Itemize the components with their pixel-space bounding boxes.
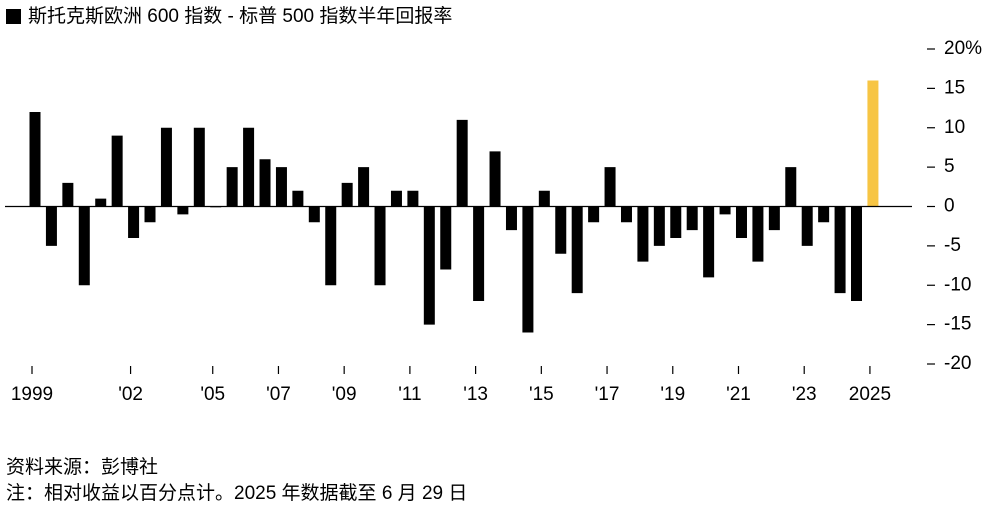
y-tick-label: -15 [944, 314, 971, 335]
bar [834, 206, 846, 294]
bar [620, 206, 632, 223]
y-tick-label: 10 [944, 117, 965, 138]
bar [719, 206, 731, 215]
x-tick-label: '15 [529, 384, 554, 405]
bar [538, 190, 550, 207]
bar [588, 206, 600, 223]
bar [571, 206, 583, 294]
y-tick-label: -20 [944, 353, 971, 374]
bar [78, 206, 90, 286]
bar [473, 206, 485, 301]
bar [308, 206, 320, 223]
bar [144, 206, 156, 223]
bar [686, 206, 698, 231]
x-tick-label: '23 [792, 384, 817, 405]
bar [637, 206, 649, 262]
y-tick-label: -5 [944, 235, 961, 256]
bar [325, 206, 337, 286]
y-tick-label: 15 [944, 77, 965, 98]
bar [670, 206, 682, 238]
title-marker [6, 9, 21, 24]
bar [193, 127, 205, 207]
bar [489, 151, 501, 207]
y-tick-label: -10 [944, 274, 971, 295]
bar [768, 206, 780, 231]
bar [226, 167, 238, 207]
bar [407, 190, 419, 207]
note: 注：相对收益以百分点计。2025 年数据截至 6 月 29 日 [6, 482, 467, 504]
bar [292, 190, 304, 207]
bar [867, 80, 879, 207]
bar [851, 206, 862, 301]
x-tick-label: '05 [200, 384, 225, 405]
bar [45, 206, 57, 246]
x-tick-label: '11 [398, 384, 421, 405]
y-tick-label: 5 [944, 156, 955, 177]
bar [456, 119, 468, 207]
bar [111, 135, 123, 207]
bar [522, 206, 534, 333]
bar [62, 182, 74, 207]
bar [752, 206, 764, 262]
bar [555, 206, 567, 254]
bar [259, 159, 271, 207]
x-tick-label: '13 [463, 384, 488, 405]
x-tick-label: '02 [118, 384, 143, 405]
bar [160, 127, 172, 207]
source: 资料来源：彭博社 [6, 456, 158, 478]
bar [275, 167, 287, 207]
bar [177, 206, 189, 215]
bar [390, 190, 402, 207]
bar [785, 167, 797, 207]
bar [95, 198, 107, 207]
bar [374, 206, 386, 286]
x-tick-label: '09 [332, 384, 357, 405]
bar [604, 167, 616, 207]
x-tick-label: 1999 [11, 384, 53, 405]
x-tick-label: 2025 [849, 384, 891, 405]
x-tick-label: '21 [726, 384, 751, 405]
x-tick-label: '17 [595, 384, 620, 405]
bar [653, 206, 665, 246]
x-tick-label: '19 [660, 384, 685, 405]
bar [505, 206, 517, 231]
bar [735, 206, 747, 238]
y-tick-label: 20% [944, 38, 982, 59]
bar [358, 167, 370, 207]
x-tick-label: '07 [266, 384, 291, 405]
bar [423, 206, 435, 325]
bar [341, 182, 353, 207]
bar [440, 206, 452, 270]
bar [128, 206, 140, 238]
bar [801, 206, 813, 246]
bar [243, 127, 255, 207]
y-tick-label: 0 [944, 196, 955, 217]
bar [818, 206, 830, 223]
bar [703, 206, 715, 278]
bar [29, 112, 41, 207]
chart-title: 斯托克斯欧洲 600 指数 - 标普 500 指数半年回报率 [28, 5, 452, 27]
